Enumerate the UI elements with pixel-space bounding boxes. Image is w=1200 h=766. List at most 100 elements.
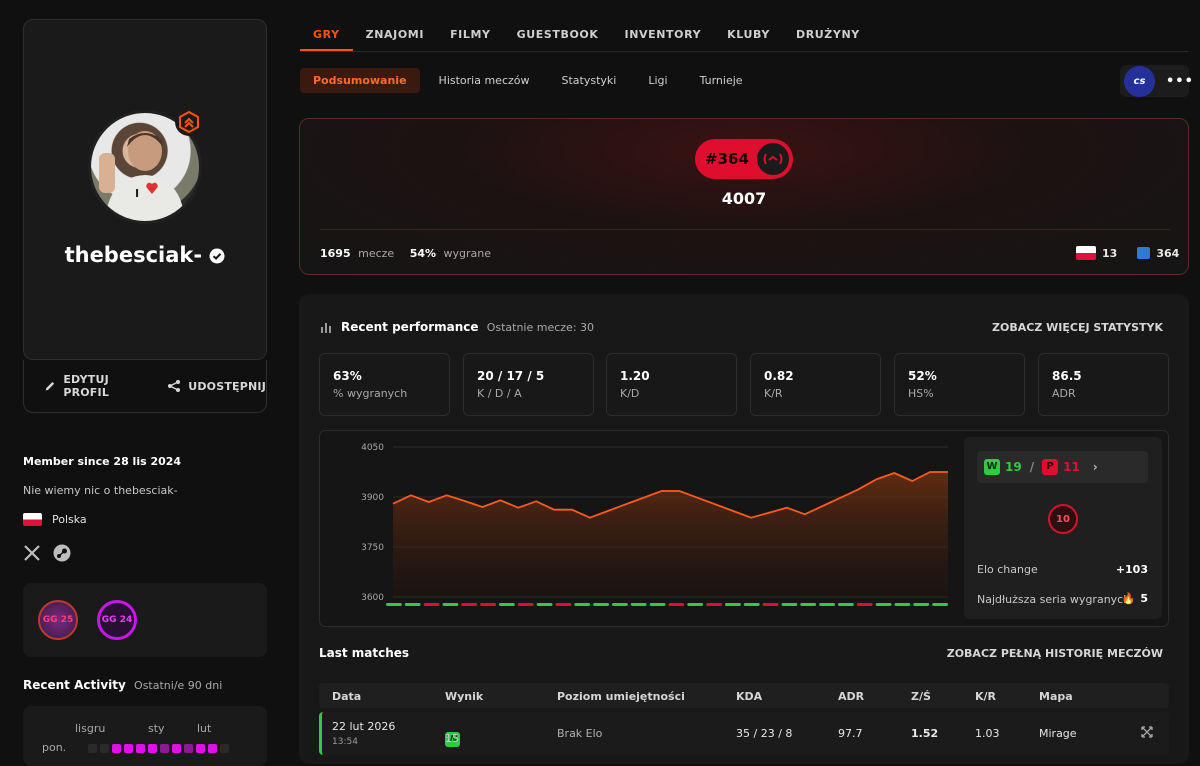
win-marker: [386, 603, 402, 606]
win-marker: [743, 603, 760, 606]
subtab-ligi[interactable]: Ligi: [648, 74, 668, 87]
match-time: 13:54: [332, 737, 358, 747]
streak-label: Najdłuższa seria wygranych: [977, 593, 1131, 606]
region-icon: [1137, 247, 1151, 259]
stat-value: 20 / 17 / 5: [477, 369, 545, 383]
stat-label: K/R: [764, 387, 783, 400]
full-history-link[interactable]: ZOBACZ PEŁNĄ HISTORIĘ MECZÓW: [946, 647, 1163, 660]
col-adr: ADR: [838, 690, 865, 703]
table-row[interactable]: 22 lut 2026 13:54 W 19 : 15 Brak Elo 35 …: [319, 712, 1169, 755]
wins-count: 19: [1005, 460, 1022, 474]
member-since: Member since 28 lis 2024: [23, 455, 182, 468]
loss-marker: [762, 603, 779, 606]
laurel-icon: [755, 141, 791, 177]
recent-activity-label: Recent Activity: [23, 678, 126, 692]
streak-number: 5: [1140, 592, 1148, 605]
col-kr: K/R: [975, 690, 997, 703]
stat-adr: 86.5 ADR: [1038, 353, 1169, 416]
matches-count: 1695: [320, 247, 351, 260]
win-marker: [499, 603, 515, 606]
match-map: Mirage: [1039, 727, 1077, 740]
matches-table-header: Data Wynik Poziom umiejętności KDA ADR Z…: [319, 683, 1169, 708]
win-marker: [630, 603, 647, 606]
elo-line: [392, 471, 948, 519]
flame-icon: 🔥: [1121, 592, 1136, 605]
win-marker: [875, 603, 892, 606]
pencil-icon: [45, 382, 55, 391]
loss-marker: [668, 603, 685, 606]
win-marker: [593, 603, 609, 606]
stat-value: 63%: [333, 369, 362, 383]
badge-gg24[interactable]: GG 24: [97, 600, 137, 640]
elo-change-value: +103: [1115, 563, 1148, 576]
stat-value: 86.5: [1052, 369, 1082, 383]
steam-icon[interactable]: [53, 544, 71, 565]
winrate-label: wygrane: [443, 247, 492, 260]
bio-text: Nie wiemy nic o thebesciak-: [23, 484, 178, 497]
col-kd: Z/Ś: [911, 690, 931, 703]
elo-change-label: Elo change: [977, 563, 1038, 576]
tab-znajomi[interactable]: ZNAJOMI: [365, 28, 425, 41]
performance-title-text: Recent performance: [341, 320, 479, 334]
tab-gry[interactable]: GRY: [300, 19, 353, 51]
win-icon: W: [984, 459, 1000, 475]
loss-marker: [461, 603, 478, 606]
game-selector[interactable]: cs •••: [1120, 65, 1193, 97]
rank-card: #364 4007 1695 mecze 54% wygrane 13 364: [299, 118, 1189, 275]
more-stats-link[interactable]: ZOBACZ WIĘCEJ STATYSTYK: [992, 321, 1163, 334]
bar-chart-icon: [321, 323, 331, 333]
subtab-statystyki[interactable]: Statystyki: [561, 74, 617, 87]
win-marker: [442, 603, 459, 606]
expand-icon[interactable]: [1140, 725, 1154, 742]
tab-filmy[interactable]: FILMY: [450, 28, 491, 41]
elo-value: 4007: [721, 189, 767, 208]
win-marker: [894, 603, 911, 606]
tab-kluby[interactable]: KLUBY: [727, 28, 770, 41]
performance-title: Recent performance Ostatnie mecze: 30: [341, 320, 594, 334]
subtab-podsumowanie[interactable]: Podsumowanie: [300, 68, 420, 93]
tab-guestbook[interactable]: GUESTBOOK: [516, 28, 599, 41]
more-options-icon[interactable]: •••: [1166, 74, 1194, 89]
cs-logo-icon[interactable]: cs: [1124, 66, 1155, 97]
win-marker: [687, 603, 704, 606]
match-date: 22 lut 2026: [332, 720, 396, 733]
last-matches-title: Last matches: [319, 646, 410, 660]
stat-hs: 52% HS%: [894, 353, 1025, 416]
badge-gg25[interactable]: GG 25: [38, 600, 78, 640]
win-marker: [932, 603, 948, 606]
col-result: Wynik: [445, 690, 484, 703]
win-loss-button[interactable]: W 19 / P 11 ›: [977, 451, 1148, 483]
col-map: Mapa: [1039, 690, 1073, 703]
stat-label: K/D: [620, 387, 640, 400]
win-marker: [800, 603, 817, 606]
level-up-icon: [175, 108, 203, 136]
poland-flag-icon: [23, 513, 42, 526]
tab-inventory[interactable]: INVENTORY: [624, 28, 702, 41]
win-marker: [404, 603, 421, 606]
verified-icon: [209, 248, 225, 264]
share-button[interactable]: UDOSTĘPNIJ: [167, 379, 266, 393]
rank-regions: 13 364: [1076, 246, 1179, 260]
summary-panel: W 19 / P 11 › 10 Elo change +103 Najdłuż…: [964, 437, 1162, 619]
level-10-icon: 10: [1048, 504, 1078, 534]
match-kr: 1.03: [975, 727, 1000, 740]
col-kda: KDA: [736, 690, 763, 703]
y-tick-label: 3750: [361, 543, 384, 553]
subtab-turnieje[interactable]: Turnieje: [699, 74, 743, 87]
heatmap-row: [88, 742, 232, 756]
subtab-historia-meczow[interactable]: Historia meczów: [438, 74, 530, 87]
month-label: sty: [148, 722, 165, 735]
stat-label: % wygranych: [333, 387, 408, 400]
rank-badge: #364: [695, 139, 793, 179]
region-rank: 364: [1156, 246, 1180, 260]
x-twitter-icon[interactable]: [23, 544, 41, 565]
month-label: lut: [197, 722, 212, 735]
day-label: pon.: [42, 741, 67, 754]
edit-profile-button[interactable]: EDYTUJ PROFIL: [44, 373, 147, 399]
win-marker: [536, 603, 553, 606]
win-marker: [781, 603, 798, 606]
performance-subtitle: Ostatnie mecze: 30: [486, 321, 595, 334]
loss-marker: [423, 603, 440, 606]
tab-druzyny[interactable]: DRUŻYNY: [795, 28, 860, 41]
loss-marker: [555, 603, 572, 606]
